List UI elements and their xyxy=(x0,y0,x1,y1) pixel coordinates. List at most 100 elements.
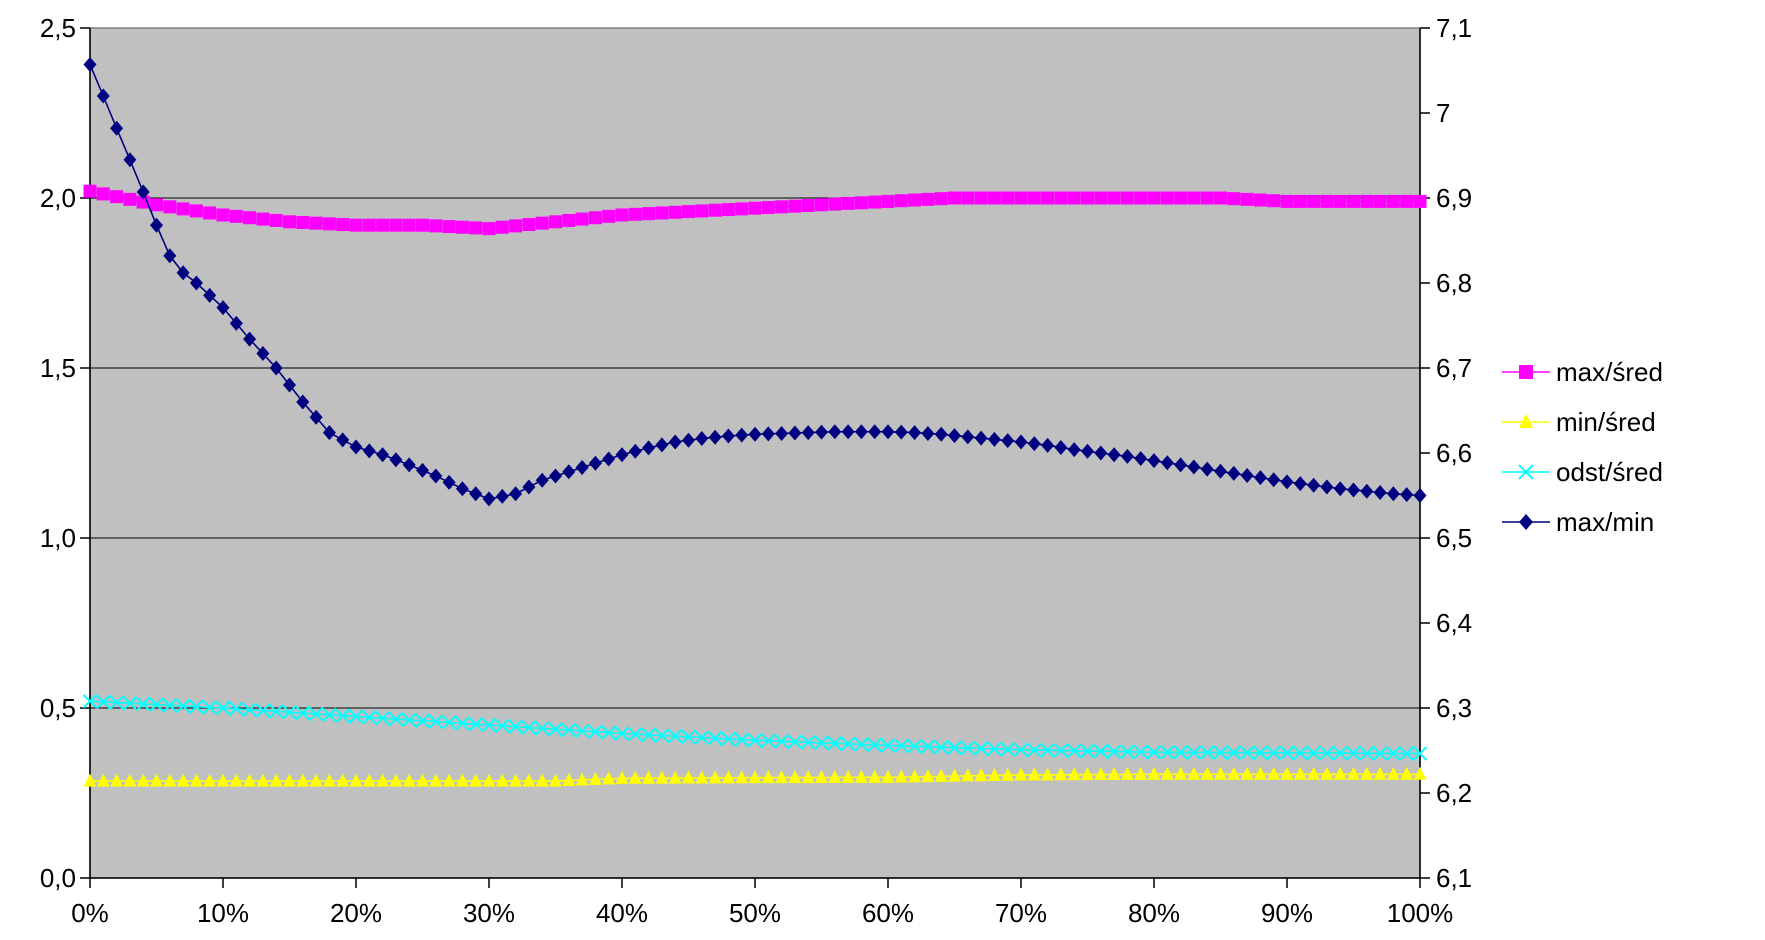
data-point xyxy=(721,203,735,217)
data-point xyxy=(455,220,469,234)
data-point xyxy=(707,731,723,746)
data-point xyxy=(1186,745,1202,760)
data-point xyxy=(721,428,735,444)
data-point xyxy=(787,734,803,750)
data-point xyxy=(229,701,244,717)
data-point xyxy=(1107,767,1121,781)
data-point xyxy=(549,468,562,484)
data-point xyxy=(509,486,523,502)
data-point xyxy=(894,194,908,208)
data-point xyxy=(336,218,350,232)
data-point xyxy=(482,773,496,787)
data-point xyxy=(256,773,270,787)
data-point xyxy=(987,431,1001,447)
data-point xyxy=(203,287,217,303)
data-point xyxy=(1134,451,1148,467)
data-point xyxy=(1240,468,1254,484)
data-point xyxy=(1360,194,1374,208)
series-1 xyxy=(83,766,1427,787)
data-point xyxy=(349,439,363,455)
data-point xyxy=(1147,766,1161,780)
data-point xyxy=(295,705,311,721)
data-point xyxy=(1027,767,1041,781)
data-point xyxy=(522,479,536,495)
data-point xyxy=(961,768,975,782)
data-point xyxy=(176,202,190,216)
data-point xyxy=(814,735,829,751)
data-point xyxy=(588,724,603,740)
data-point xyxy=(668,770,682,784)
data-point xyxy=(894,769,908,783)
data-point xyxy=(1081,767,1094,781)
data-point xyxy=(1200,191,1214,205)
data-point xyxy=(388,711,404,727)
data-point xyxy=(256,212,270,226)
data-point xyxy=(481,717,497,733)
data-point xyxy=(521,720,537,735)
data-point xyxy=(681,729,696,745)
data-point xyxy=(934,426,948,442)
data-point xyxy=(761,733,776,749)
data-point xyxy=(1306,745,1321,761)
data-point xyxy=(1399,746,1414,761)
data-point xyxy=(1226,745,1242,760)
data-point xyxy=(1134,191,1148,205)
data-point xyxy=(203,206,217,220)
data-point xyxy=(987,191,1001,205)
data-point xyxy=(1386,766,1400,780)
data-point xyxy=(748,770,762,784)
data-point xyxy=(189,204,203,218)
data-point xyxy=(1227,465,1241,481)
data-point xyxy=(1347,766,1360,780)
data-point xyxy=(1214,463,1227,479)
data-point xyxy=(1400,766,1414,780)
x-tick-label: 60% xyxy=(862,898,914,928)
data-point xyxy=(682,432,695,448)
data-point xyxy=(735,202,749,216)
data-point xyxy=(322,773,336,787)
data-point xyxy=(841,769,855,783)
data-point xyxy=(1120,744,1135,759)
data-point xyxy=(1094,767,1108,781)
data-point xyxy=(509,773,523,787)
data-point xyxy=(1400,487,1414,503)
data-point xyxy=(229,209,243,223)
data-point xyxy=(110,190,124,204)
data-point xyxy=(402,218,416,232)
data-point xyxy=(1347,482,1360,498)
data-point xyxy=(894,738,909,754)
data-point xyxy=(216,300,230,316)
data-point xyxy=(1134,766,1148,780)
data-point xyxy=(522,218,536,232)
y2-tick-label: 6,7 xyxy=(1436,353,1472,383)
data-point xyxy=(509,219,523,233)
data-point xyxy=(1160,191,1174,205)
y2-tick-label: 6,1 xyxy=(1436,863,1472,893)
data-point xyxy=(1146,744,1162,760)
data-point xyxy=(615,447,629,463)
data-point xyxy=(1107,191,1121,205)
data-point xyxy=(827,736,843,751)
data-point xyxy=(482,222,496,236)
data-point xyxy=(708,203,722,217)
data-point xyxy=(1107,447,1121,463)
data-point xyxy=(1253,766,1267,780)
data-point xyxy=(654,728,670,743)
data-point xyxy=(801,198,815,212)
data-point xyxy=(615,208,629,222)
legend-item: max/min xyxy=(1502,507,1654,537)
data-point xyxy=(575,772,589,786)
data-point xyxy=(1320,194,1334,208)
data-point xyxy=(1213,745,1228,760)
x-tick-label: 80% xyxy=(1128,898,1180,928)
data-point xyxy=(775,770,789,784)
data-point xyxy=(1133,744,1148,760)
data-point xyxy=(376,447,390,463)
data-point xyxy=(828,197,842,211)
data-point xyxy=(575,459,589,475)
data-point xyxy=(695,431,709,447)
data-point xyxy=(655,770,669,784)
data-point xyxy=(748,201,762,215)
data-point xyxy=(283,377,296,393)
data-point xyxy=(535,472,549,488)
